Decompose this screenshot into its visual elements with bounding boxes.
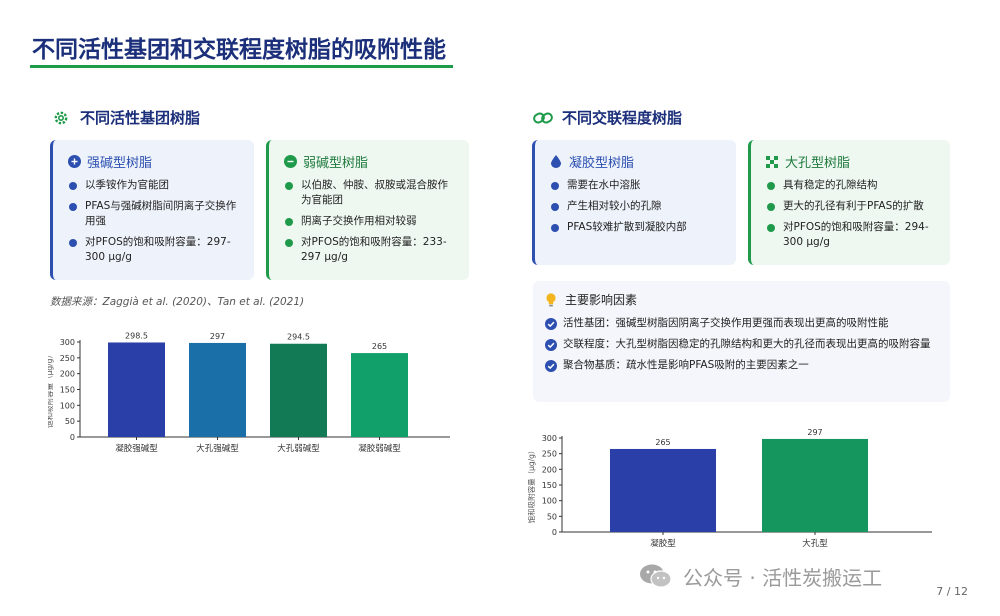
gear-icon <box>50 108 72 128</box>
page-number: 7 / 12 <box>936 585 968 598</box>
y-tick-label: 150 <box>60 386 75 395</box>
y-tick-label: 250 <box>542 450 557 459</box>
gel-resin-card: 凝胶型树脂 需要在水中溶胀 产生相对较小的孔隙 PFAS较难扩散到凝胶内部 <box>532 140 736 265</box>
list-item: 对PFOS的饱和吸附容量：294-300 μg/g <box>765 220 938 250</box>
y-tick-label: 100 <box>542 497 557 506</box>
chart-bar <box>189 342 246 437</box>
watermark-text: 公众号 · 活性炭搬运工 <box>683 566 883 590</box>
list-item: 以伯胺、仲胺、叔胺或混合胺作为官能团 <box>283 178 457 208</box>
chart-bar <box>270 343 327 437</box>
x-tick-label: 凝胶弱碱型 <box>358 443 401 454</box>
y-axis-label: 饱和吸附容量（μg/g） <box>528 447 536 524</box>
minus-circle-icon <box>283 155 297 169</box>
y-tick-label: 200 <box>60 370 75 379</box>
left-section-title: 不同活性基团树脂 <box>80 109 201 127</box>
grid-icon <box>765 155 779 169</box>
list-item: 对PFOS的饱和吸附容量：297-300 μg/g <box>67 235 242 265</box>
macroporous-resin-title: 大孔型树脂 <box>785 156 851 171</box>
wechat-icon <box>639 563 675 591</box>
lightbulb-icon <box>545 292 559 307</box>
list-item: 以季铵作为官能团 <box>67 178 242 193</box>
left-section-heading: 不同活性基团树脂 <box>50 107 200 128</box>
list-item: 交联程度：大孔型树脂因稳定的孔隙结构和更大的孔径而表现出更高的吸附容量 <box>545 337 938 352</box>
x-tick-label: 凝胶强碱型 <box>115 443 158 454</box>
data-label: 298.5 <box>125 331 148 340</box>
chart-bar <box>610 448 716 532</box>
list-item: PFAS较难扩散到凝胶内部 <box>549 220 724 235</box>
weak-base-title: 弱碱型树脂 <box>303 156 369 171</box>
y-tick-label: 0 <box>552 528 557 537</box>
weak-base-card: 弱碱型树脂 以伯胺、仲胺、叔胺或混合胺作为官能团 阴离子交换作用相对较弱 对PF… <box>266 140 469 280</box>
macroporous-resin-card: 大孔型树脂 具有稳定的孔隙结构 更大的孔径有利于PFAS的扩散 对PFOS的饱和… <box>748 140 950 265</box>
y-tick-label: 100 <box>60 401 75 410</box>
list-item: 更大的孔径有利于PFAS的扩散 <box>765 199 938 214</box>
list-item: 具有稳定的孔隙结构 <box>765 178 938 193</box>
check-circle-icon <box>545 318 557 330</box>
list-item: 需要在水中溶胀 <box>549 178 724 193</box>
list-item: 活性基团：强碱型树脂因阴离子交换作用更强而表现出更高的吸附性能 <box>545 316 938 331</box>
chart-bar <box>762 438 868 532</box>
strong-base-title: 强碱型树脂 <box>87 156 153 171</box>
y-tick-label: 0 <box>70 433 75 442</box>
gel-resin-title: 凝胶型树脂 <box>569 156 635 171</box>
y-tick-label: 50 <box>65 417 75 426</box>
data-source-note: 数据来源：Zaggià et al. (2020)、Tan et al. (20… <box>50 296 305 308</box>
x-tick-label: 大孔强碱型 <box>196 443 239 454</box>
link-icon <box>532 108 554 128</box>
y-tick-label: 200 <box>542 465 557 474</box>
data-label: 265 <box>655 438 670 447</box>
key-factors-box: 主要影响因素 活性基团：强碱型树脂因阴离子交换作用更强而表现出更高的吸附性能 交… <box>533 281 950 402</box>
y-tick-label: 300 <box>542 434 557 443</box>
x-tick-label: 大孔弱碱型 <box>277 443 320 454</box>
y-tick-label: 250 <box>60 354 75 363</box>
y-tick-label: 300 <box>60 338 75 347</box>
y-axis-label: 饱和吸附容量（μg/g） <box>48 351 54 428</box>
x-tick-label: 凝胶型 <box>650 538 676 549</box>
chart-bar <box>108 342 165 437</box>
data-label: 297 <box>210 332 225 341</box>
check-circle-icon <box>545 339 557 351</box>
list-item: 对PFOS的饱和吸附容量：233-297 μg/g <box>283 235 457 265</box>
chart-crosslinking: 0 50 100 150 200 250 300 饱和吸附容量（μg/g） 265 凝胶型 297 大… <box>526 422 948 560</box>
page-title: 不同活性基团和交联程度树脂的吸附性能 <box>32 37 446 63</box>
list-item: 产生相对较小的孔隙 <box>549 199 724 214</box>
y-tick-label: 50 <box>547 512 557 521</box>
list-item: 聚合物基质：疏水性是影响PFAS吸附的主要因素之一 <box>545 358 938 373</box>
list-item: PFAS与强碱树脂间阴离子交换作用强 <box>67 199 242 229</box>
chart-active-groups: 0 50 100 150 200 250 300 饱和吸附容量（μg/g） 298.5 凝胶强碱型… <box>44 326 468 470</box>
y-tick-label: 150 <box>542 481 557 490</box>
droplet-icon <box>549 155 563 169</box>
right-section-title: 不同交联程度树脂 <box>562 109 683 127</box>
right-section-heading: 不同交联程度树脂 <box>532 107 682 128</box>
data-label: 297 <box>807 428 822 437</box>
plus-circle-icon <box>67 155 81 169</box>
strong-base-card: 强碱型树脂 以季铵作为官能团 PFAS与强碱树脂间阴离子交换作用强 对PFOS的… <box>50 140 254 280</box>
data-label: 294.5 <box>287 333 310 342</box>
chart-bar <box>351 353 408 437</box>
data-label: 265 <box>372 342 387 351</box>
title-underline <box>30 65 453 68</box>
key-factors-title: 主要影响因素 <box>565 293 638 307</box>
check-circle-icon <box>545 360 557 372</box>
list-item: 阴离子交换作用相对较弱 <box>283 214 457 229</box>
watermark: 公众号 · 活性炭搬运工 <box>639 562 882 591</box>
x-tick-label: 大孔型 <box>802 538 828 549</box>
